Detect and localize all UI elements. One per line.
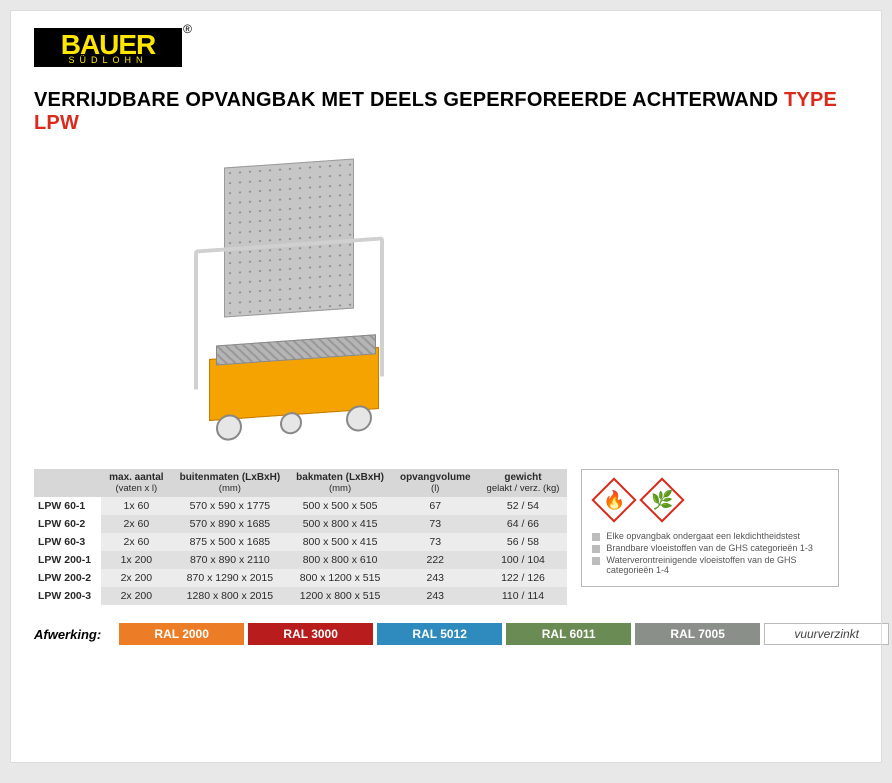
- row-outer: 870 x 1290 x 2015: [172, 569, 289, 587]
- row-outer: 875 x 500 x 1685: [172, 533, 289, 551]
- row-tray: 1200 x 800 x 515: [288, 587, 392, 605]
- row-vol: 67: [392, 497, 479, 515]
- row-name: LPW 60-1: [34, 497, 101, 515]
- table-row: LPW 60-32x 60875 x 500 x 1685800 x 500 x…: [34, 533, 567, 551]
- finishing-zinc-chip: vuurverzinkt: [764, 623, 889, 645]
- row-outer: 570 x 890 x 1685: [172, 515, 289, 533]
- row-vol: 73: [392, 515, 479, 533]
- hazard-note: Brandbare vloeistoffen van de GHS catego…: [592, 542, 828, 554]
- hazard-note: Waterverontreinigende vloeistoffen van d…: [592, 554, 828, 576]
- row-max: 2x 60: [101, 515, 171, 533]
- row-name: LPW 200-2: [34, 569, 101, 587]
- brand-logo-sub: SÜDLOHN: [68, 55, 147, 65]
- spec-table-body: LPW 60-11x 60570 x 590 x 1775500 x 500 x…: [34, 497, 567, 605]
- finishing-label: Afwerking:: [34, 627, 101, 642]
- row-max: 2x 200: [101, 569, 171, 587]
- row-vol: 243: [392, 569, 479, 587]
- row-name: LPW 200-1: [34, 551, 101, 569]
- row-tray: 500 x 500 x 505: [288, 497, 392, 515]
- finishing-chips: RAL 2000RAL 3000RAL 5012RAL 6011RAL 7005: [119, 623, 764, 645]
- row-wt: 110 / 114: [479, 587, 568, 605]
- finishing-chip: RAL 6011: [506, 623, 631, 645]
- row-vol: 222: [392, 551, 479, 569]
- row-outer: 570 x 590 x 1775: [172, 497, 289, 515]
- spec-col-tray: bakmaten (LxBxH)(mm): [288, 469, 392, 497]
- col-sublabel: (vaten x l): [109, 483, 163, 494]
- row-wt: 52 / 54: [479, 497, 568, 515]
- title-prefix: VERRIJDBARE OPVANGBAK MET DEELS GEPERFOR…: [34, 89, 784, 111]
- caster-wheel-icon: [216, 414, 242, 442]
- row-wt: 100 / 104: [479, 551, 568, 569]
- row-max: 2x 60: [101, 533, 171, 551]
- caster-wheel-icon: [346, 405, 372, 433]
- row-vol: 73: [392, 533, 479, 551]
- finishing-chip: RAL 3000: [248, 623, 373, 645]
- flame-icon: 🔥: [592, 478, 636, 522]
- col-sublabel: gelakt / verz. (kg): [487, 483, 560, 494]
- spec-col-wt: gewichtgelakt / verz. (kg): [479, 469, 568, 497]
- row-name: LPW 60-2: [34, 515, 101, 533]
- spec-table-head: max. aantal(vaten x l) buitenmaten (LxBx…: [34, 469, 567, 497]
- spec-col-outer: buitenmaten (LxBxH)(mm): [172, 469, 289, 497]
- table-row: LPW 200-22x 200870 x 1290 x 2015800 x 12…: [34, 569, 567, 587]
- row-tray: 800 x 500 x 415: [288, 533, 392, 551]
- row-tray: 500 x 800 x 415: [288, 515, 392, 533]
- sump-tray-icon: [209, 347, 379, 421]
- col-label: bakmaten (LxBxH): [296, 472, 384, 483]
- hazard-pictograms: 🔥🌿: [592, 478, 828, 522]
- product-illustration: [154, 153, 414, 453]
- finishing-row: Afwerking: RAL 2000RAL 3000RAL 5012RAL 6…: [34, 623, 858, 645]
- spec-col-max: max. aantal(vaten x l): [101, 469, 171, 497]
- spec-col-name: [34, 469, 101, 497]
- brand-logo-core: BAUER SÜDLOHN: [34, 28, 182, 67]
- col-sublabel: (mm): [180, 483, 281, 494]
- row-name: LPW 200-3: [34, 587, 101, 605]
- table-row: LPW 200-32x 2001280 x 800 x 20151200 x 8…: [34, 587, 567, 605]
- hazard-infobox: 🔥🌿 Elke opvangbak ondergaat een lekdicht…: [581, 469, 839, 587]
- col-label: buitenmaten (LxBxH): [180, 472, 281, 483]
- finishing-chip: RAL 2000: [119, 623, 244, 645]
- row-outer: 870 x 890 x 2110: [172, 551, 289, 569]
- col-sublabel: (l): [400, 483, 471, 494]
- page: BAUER SÜDLOHN ® VERRIJDBARE OPVANGBAK ME…: [10, 10, 882, 763]
- table-row: LPW 200-11x 200870 x 890 x 2110800 x 800…: [34, 551, 567, 569]
- row-tray: 800 x 1200 x 515: [288, 569, 392, 587]
- row-max: 1x 60: [101, 497, 171, 515]
- row-name: LPW 60-3: [34, 533, 101, 551]
- row-max: 1x 200: [101, 551, 171, 569]
- row-wt: 122 / 126: [479, 569, 568, 587]
- environment-icon: 🌿: [640, 478, 684, 522]
- row-max: 2x 200: [101, 587, 171, 605]
- row-wt: 56 / 58: [479, 533, 568, 551]
- row-vol: 243: [392, 587, 479, 605]
- caster-wheel-icon: [280, 412, 302, 436]
- finishing-chip: RAL 5012: [377, 623, 502, 645]
- spec-col-vol: opvangvolume(l): [392, 469, 479, 497]
- col-label: gewicht: [504, 472, 541, 483]
- brand-logo-main: BAUER: [61, 32, 156, 57]
- spec-table: max. aantal(vaten x l) buitenmaten (LxBx…: [34, 469, 567, 605]
- table-row: LPW 60-22x 60570 x 890 x 1685500 x 800 x…: [34, 515, 567, 533]
- col-label: max. aantal: [109, 472, 163, 483]
- lower-section: max. aantal(vaten x l) buitenmaten (LxBx…: [34, 469, 858, 605]
- page-title: VERRIJDBARE OPVANGBAK MET DEELS GEPERFOR…: [34, 89, 858, 135]
- col-sublabel: (mm): [296, 483, 384, 494]
- finishing-chip: RAL 7005: [635, 623, 760, 645]
- table-row: LPW 60-11x 60570 x 590 x 1775500 x 500 x…: [34, 497, 567, 515]
- row-tray: 800 x 800 x 610: [288, 551, 392, 569]
- hazard-note: Elke opvangbak ondergaat een lekdichthei…: [592, 530, 828, 542]
- row-outer: 1280 x 800 x 2015: [172, 587, 289, 605]
- registered-mark: ®: [183, 22, 192, 36]
- col-label: opvangvolume: [400, 472, 471, 483]
- brand-logo: BAUER SÜDLOHN ®: [34, 28, 182, 67]
- hazard-notes-list: Elke opvangbak ondergaat een lekdichthei…: [592, 530, 828, 576]
- row-wt: 64 / 66: [479, 515, 568, 533]
